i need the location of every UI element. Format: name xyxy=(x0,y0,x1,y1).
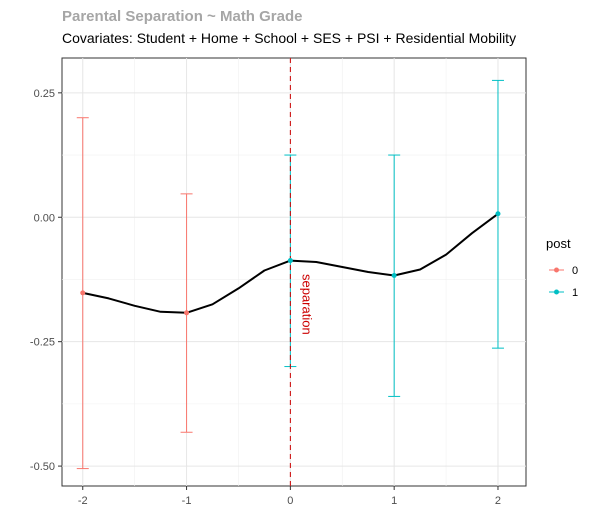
y-tick-label: -0.50 xyxy=(30,461,55,473)
vline-group: separation xyxy=(289,58,314,486)
point-1 xyxy=(391,272,397,278)
y-tick-label: 0.25 xyxy=(34,88,55,100)
x-tick-label: 2 xyxy=(495,495,501,507)
point-0 xyxy=(80,290,86,296)
x-tick-label: -1 xyxy=(182,495,192,507)
legend-label-0: 0 xyxy=(572,265,578,277)
x-tick-label: 0 xyxy=(287,495,293,507)
plot-panel xyxy=(61,57,527,487)
legend: post 0 1 xyxy=(546,236,578,299)
chart-subtitle: Covariates: Student + Home + School + SE… xyxy=(62,30,516,46)
legend-key-point-0 xyxy=(554,267,559,273)
points xyxy=(80,211,501,316)
point-1 xyxy=(287,258,293,264)
point-1 xyxy=(495,211,501,217)
y-tick-label: 0.00 xyxy=(34,212,55,224)
legend-title: post xyxy=(546,236,571,251)
legend-key-point-1 xyxy=(554,289,559,295)
x-axis: -2 -1 0 1 2 xyxy=(78,486,501,507)
vline-label: separation xyxy=(299,274,314,335)
y-tick-label: -0.25 xyxy=(30,337,55,349)
legend-label-1: 1 xyxy=(572,287,578,299)
chart-title: Parental Separation ~ Math Grade xyxy=(62,8,303,25)
x-tick-label: 1 xyxy=(391,495,397,507)
x-tick-label: -2 xyxy=(78,495,88,507)
y-axis: -0.50 -0.25 0.00 0.25 xyxy=(30,88,62,473)
point-0 xyxy=(184,310,190,316)
